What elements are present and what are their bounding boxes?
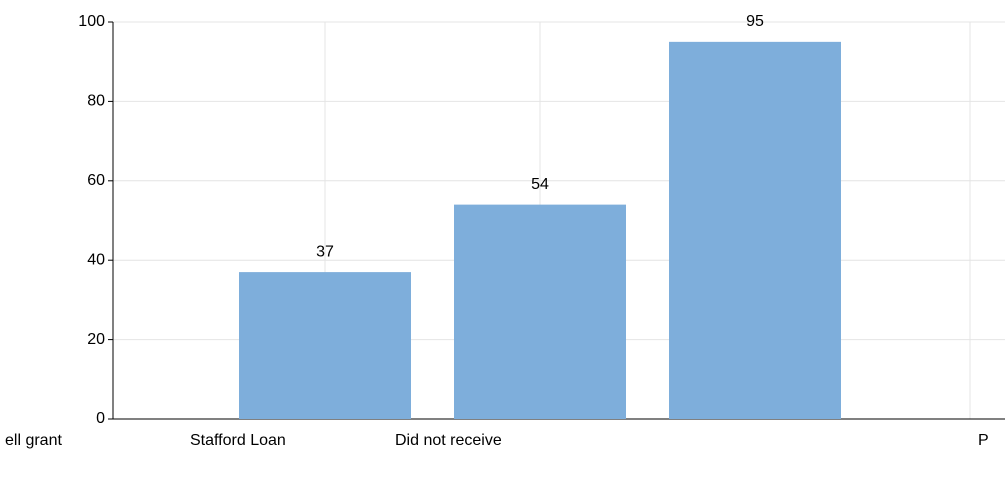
x-tick-label: ell grant	[5, 432, 62, 449]
bar	[239, 272, 411, 419]
x-tick-label: Stafford Loan	[190, 432, 286, 449]
y-tick-label: 80	[87, 93, 105, 110]
data-label: 54	[531, 176, 549, 193]
y-tick-label: 0	[96, 410, 105, 427]
bar	[454, 204, 626, 419]
marks	[239, 41, 841, 419]
data-label: 37	[316, 243, 334, 260]
y-tick-label: 20	[87, 331, 105, 348]
bar	[669, 41, 841, 419]
labels: 0 20 40 60 80 100 ell grant Stafford Loan 37 Did …	[5, 13, 989, 449]
data-label: 95	[746, 13, 764, 30]
x-tick-label: Did not receive	[395, 432, 502, 449]
y-tick-label: 100	[78, 13, 105, 30]
y-tick-label: 40	[87, 251, 105, 268]
y-tick-label: 60	[87, 172, 105, 189]
x-tick-label: P	[978, 432, 989, 449]
